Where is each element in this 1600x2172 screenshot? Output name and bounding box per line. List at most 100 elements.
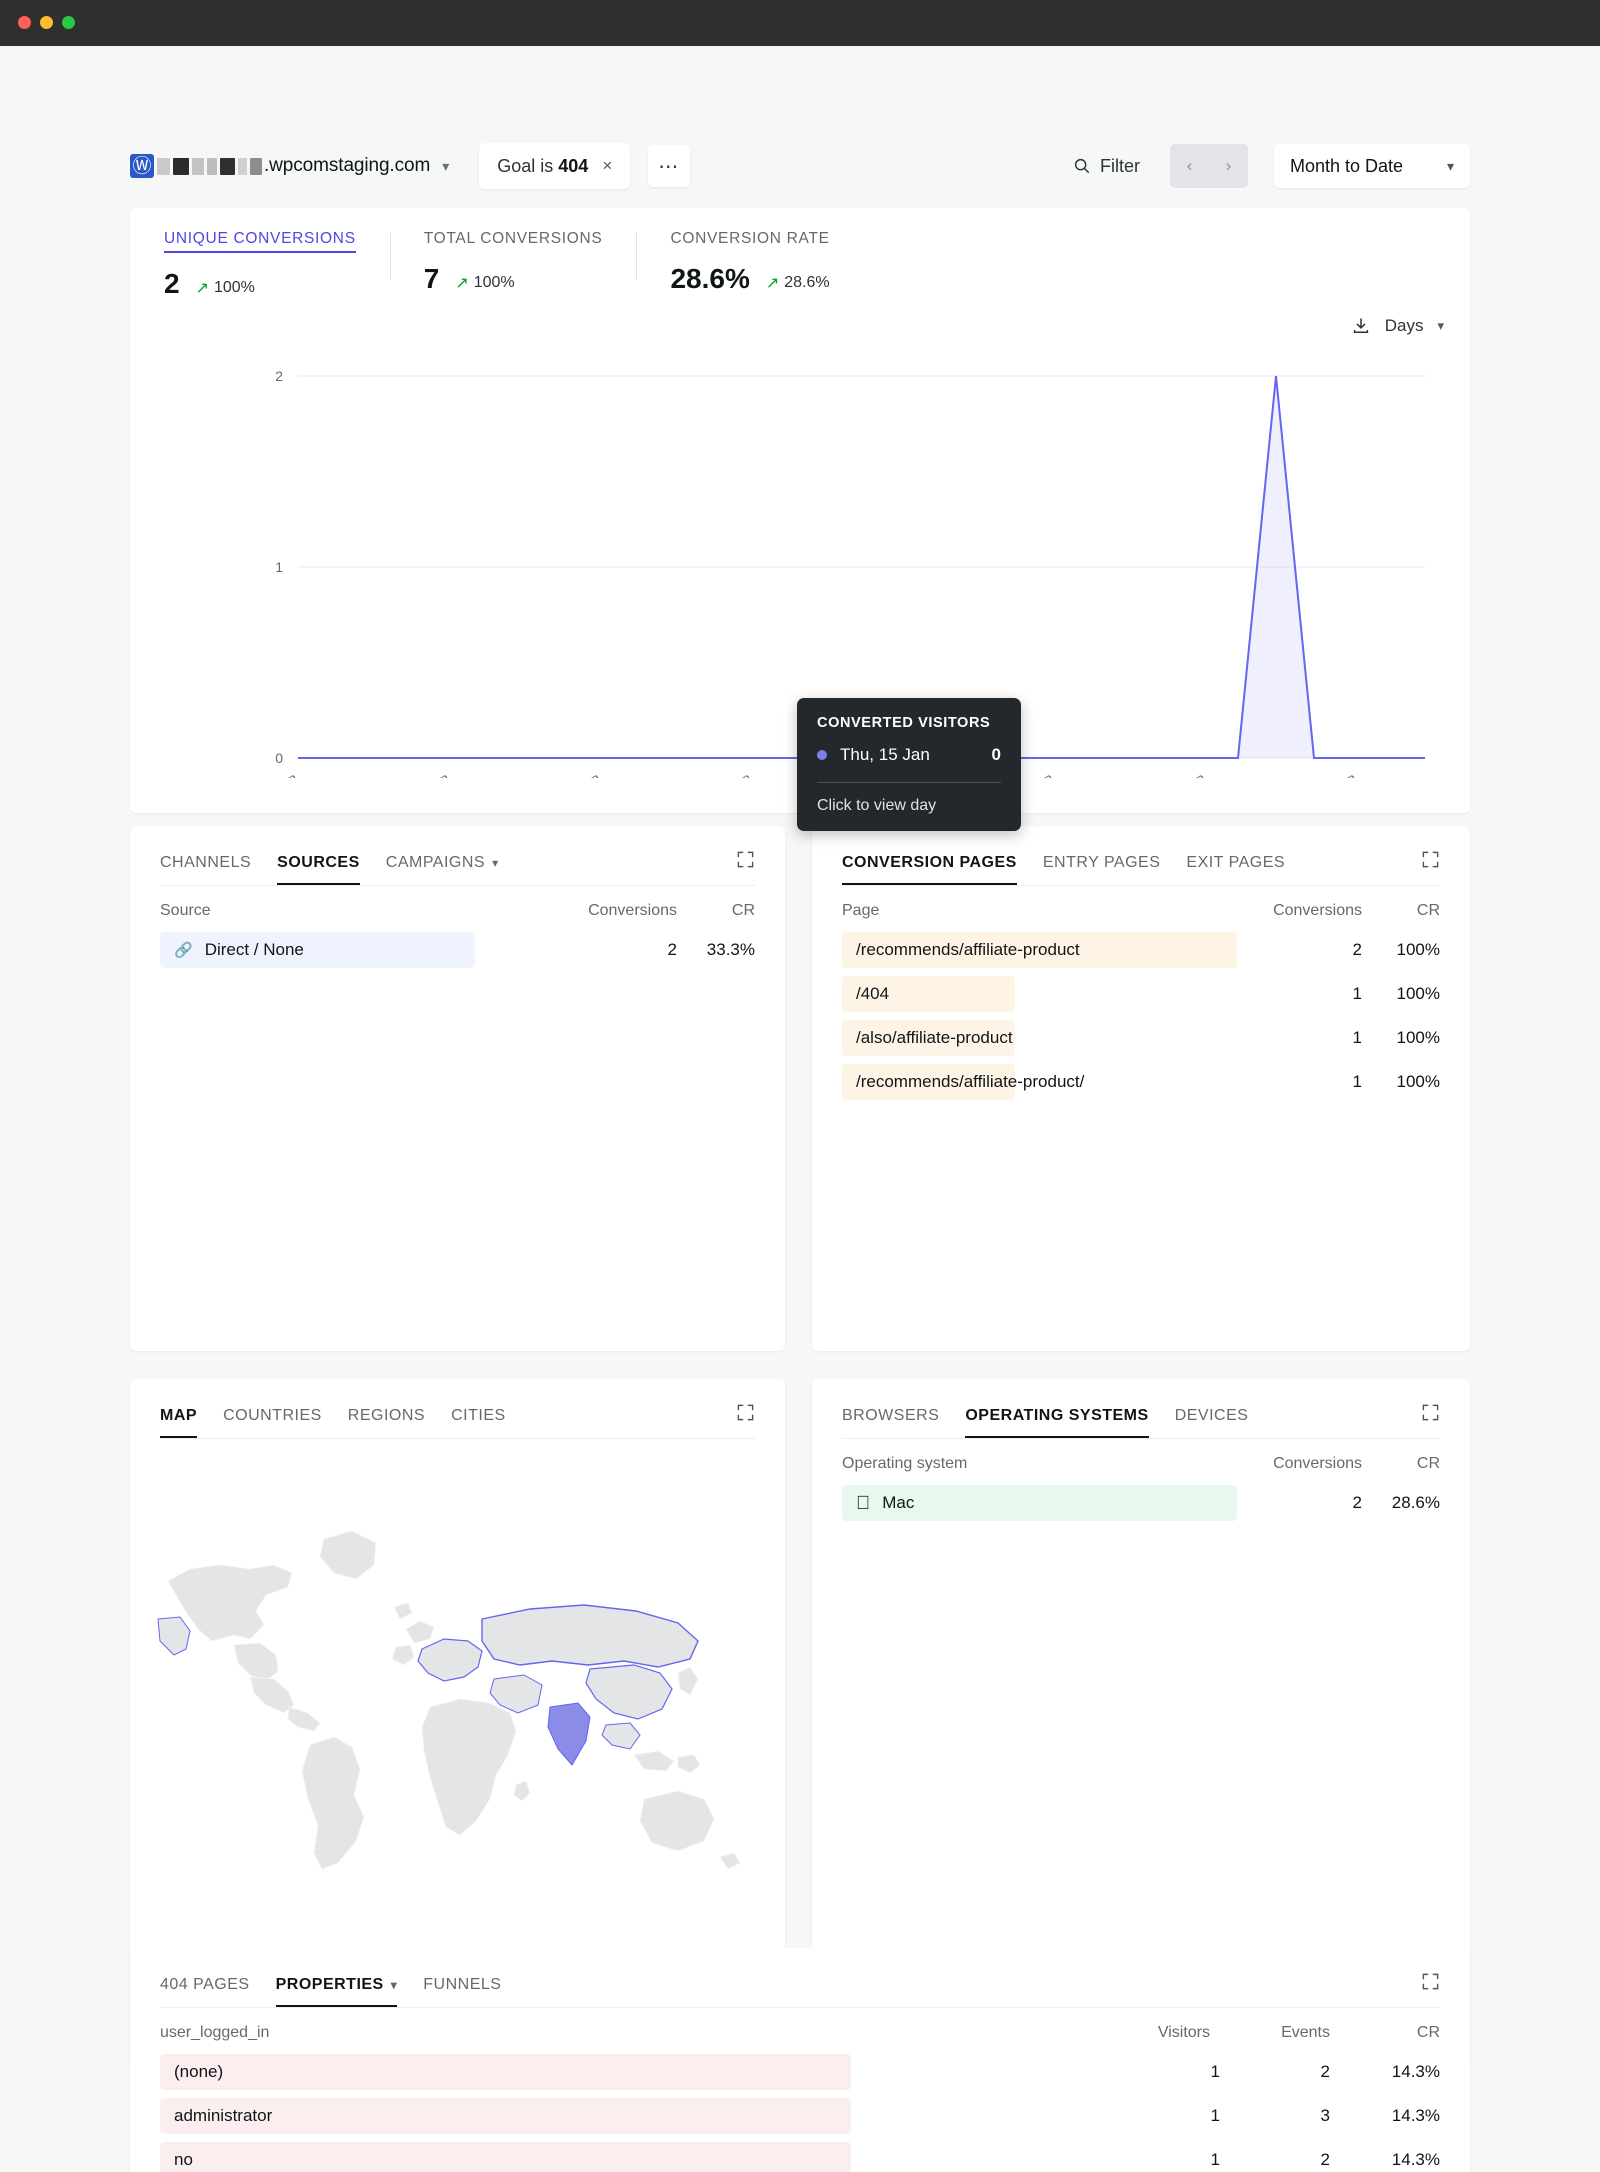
row-bar <box>160 932 476 968</box>
svg-text:13 Jan: 13 Jan <box>709 769 754 778</box>
chart-tooltip[interactable]: CONVERTED VISITORS Thu, 15 Jan 0 Click t… <box>797 698 1021 831</box>
row-cr: 100% <box>1396 1028 1440 1047</box>
minimize-window-button[interactable] <box>40 16 53 29</box>
goal-filter-chip[interactable]: Goal is 404 × <box>479 143 631 189</box>
row-bar <box>160 2098 852 2134</box>
dashboard-toolbar: Ⓦ .wpcomstaging.com ▾ Goal is 404 <box>130 141 1470 191</box>
sources-card: CHANNELS SOURCES CAMPAIGNS ▾ Source Conv… <box>130 826 785 1351</box>
properties-card: 404 PAGES PROPERTIES ▾ FUNNELS user_logg… <box>130 1948 1470 2172</box>
table-row[interactable]:  Mac 2 28.6% <box>842 1481 1440 1525</box>
expand-icon[interactable] <box>736 850 755 886</box>
svg-text:5 Jan: 5 Jan <box>414 769 452 778</box>
conversion-pages-card: CONVERSION PAGES ENTRY PAGES EXIT PAGES … <box>812 826 1470 1351</box>
sources-tabs: CHANNELS SOURCES CAMPAIGNS ▾ <box>130 826 785 886</box>
date-range-select[interactable]: Month to Date ▾ <box>1274 144 1470 188</box>
metric-value: 2 <box>164 268 180 299</box>
column-conversions: Conversions <box>1273 902 1362 919</box>
tooltip-footer[interactable]: Click to view day <box>817 797 937 814</box>
trend-up-icon: ↗ <box>455 275 469 292</box>
tab-operating-systems[interactable]: OPERATING SYSTEMS <box>965 1407 1148 1439</box>
expand-icon[interactable] <box>1421 850 1440 886</box>
tab-cities[interactable]: CITIES <box>451 1407 506 1424</box>
world-map-svg <box>157 1530 741 1870</box>
world-map[interactable] <box>130 1459 785 2059</box>
row-label: (none) <box>174 2062 224 2081</box>
expand-icon[interactable] <box>1421 1403 1440 1439</box>
tab-browsers[interactable]: BROWSERS <box>842 1407 940 1424</box>
filter-button[interactable]: Filter <box>1073 156 1140 177</box>
column-page: Page <box>842 902 880 919</box>
row-visitors: 1 <box>1210 2062 1220 2081</box>
tab-entry-pages[interactable]: ENTRY PAGES <box>1042 854 1161 871</box>
table-row[interactable]: no 1 2 14.3% <box>160 2138 1440 2172</box>
date-nav-arrows[interactable]: ‹ › <box>1170 144 1248 188</box>
expand-icon[interactable] <box>736 1403 755 1439</box>
tab-regions[interactable]: REGIONS <box>347 1407 426 1424</box>
table-row[interactable]: /404 1 100% <box>842 972 1440 1016</box>
tab-campaigns[interactable]: CAMPAIGNS ▾ <box>385 854 499 871</box>
tab-conversion-pages[interactable]: CONVERSION PAGES <box>842 854 1017 886</box>
prev-period-button[interactable]: ‹ <box>1186 156 1193 175</box>
table-row[interactable]: /also/affiliate-product 1 100% <box>842 1016 1440 1060</box>
table-row[interactable]: /recommends/affiliate-product/ 1 100% <box>842 1060 1440 1104</box>
tab-properties[interactable]: PROPERTIES ▾ <box>276 1976 398 2008</box>
map-outline-middle-east <box>489 1674 543 1714</box>
site-name: .wpcomstaging.com <box>264 155 431 176</box>
row-conversions: 1 <box>1352 984 1362 1003</box>
row-events: 2 <box>1320 2062 1330 2081</box>
metric-total-conversions[interactable]: TOTAL CONVERSIONS 7 ↗ 100% <box>389 230 637 294</box>
row-bar <box>842 932 1237 968</box>
goal-chip-label: Goal is 404 <box>497 155 589 176</box>
chevron-down-icon: ▾ <box>390 1978 398 1992</box>
table-row[interactable]: administrator 1 3 14.3% <box>160 2094 1440 2138</box>
tab-sources[interactable]: SOURCES <box>277 854 360 886</box>
row-label: /404 <box>856 984 890 1003</box>
column-conversions: Conversions <box>1273 1455 1362 1472</box>
redacted-site-prefix <box>157 157 262 175</box>
table-row[interactable]: (none) 1 2 14.3% <box>160 2050 1440 2094</box>
download-icon[interactable] <box>1351 316 1371 336</box>
tab-404-pages[interactable]: 404 PAGES <box>160 1976 250 1993</box>
row-label: /recommends/affiliate-product/ <box>856 1072 1085 1091</box>
row-label: administrator <box>174 2106 273 2125</box>
tab-map[interactable]: MAP <box>160 1407 197 1439</box>
chevron-down-icon: ▾ <box>1446 157 1454 174</box>
tab-devices[interactable]: DEVICES <box>1174 1407 1249 1424</box>
tab-countries[interactable]: COUNTRIES <box>223 1407 322 1424</box>
date-range-value: Month to Date <box>1290 155 1404 176</box>
table-row[interactable]: 🔗 Direct / None 2 33.3% <box>160 928 755 972</box>
row-bar <box>842 1064 1016 1100</box>
tab-exit-pages[interactable]: EXIT PAGES <box>1186 854 1286 871</box>
row-bar <box>160 2054 852 2090</box>
site-selector[interactable]: Ⓦ .wpcomstaging.com ▾ <box>130 154 449 178</box>
table-row[interactable]: /recommends/affiliate-product 2 100% <box>842 928 1440 972</box>
metric-unique-conversions[interactable]: UNIQUE CONVERSIONS 2 ↗ 100% <box>130 230 390 299</box>
chart-interval-select[interactable]: Days <box>1384 316 1424 335</box>
more-options-button[interactable]: ⋯ <box>648 145 691 187</box>
series-bullet-icon <box>817 750 827 760</box>
window-traffic-lights[interactable] <box>18 16 75 29</box>
map-outline-europe <box>417 1638 483 1682</box>
metric-label: CONVERSION RATE <box>670 230 830 247</box>
chevron-down-icon[interactable]: ▾ <box>1437 318 1444 333</box>
next-period-button[interactable]: › <box>1225 156 1232 175</box>
trend-up-icon: ↗ <box>765 275 780 292</box>
metric-conversion-rate[interactable]: CONVERSION RATE 28.6% ↗ 28.6% <box>636 230 863 294</box>
maximize-window-button[interactable] <box>62 16 75 29</box>
chevron-down-icon[interactable]: ▾ <box>442 157 450 174</box>
close-window-button[interactable] <box>18 16 31 29</box>
tooltip-row: Thu, 15 Jan 0 <box>817 745 1001 765</box>
tooltip-title: CONVERTED VISITORS <box>817 715 991 731</box>
expand-icon[interactable] <box>1421 1972 1440 2008</box>
column-conversions: Conversions <box>588 902 677 919</box>
tab-funnels[interactable]: FUNNELS <box>423 1976 502 1993</box>
toolbar-right: Filter ‹ › Month to Date ▾ <box>1073 144 1470 188</box>
tab-channels[interactable]: CHANNELS <box>160 854 252 871</box>
tabs-divider <box>842 1438 1440 1439</box>
close-icon[interactable]: × <box>602 156 613 175</box>
map-outline-sea <box>601 1722 641 1750</box>
search-icon <box>1074 158 1090 174</box>
sources-table-rows: 🔗 Direct / None 2 33.3% <box>130 920 785 972</box>
row-conversions: 2 <box>1352 1493 1362 1512</box>
